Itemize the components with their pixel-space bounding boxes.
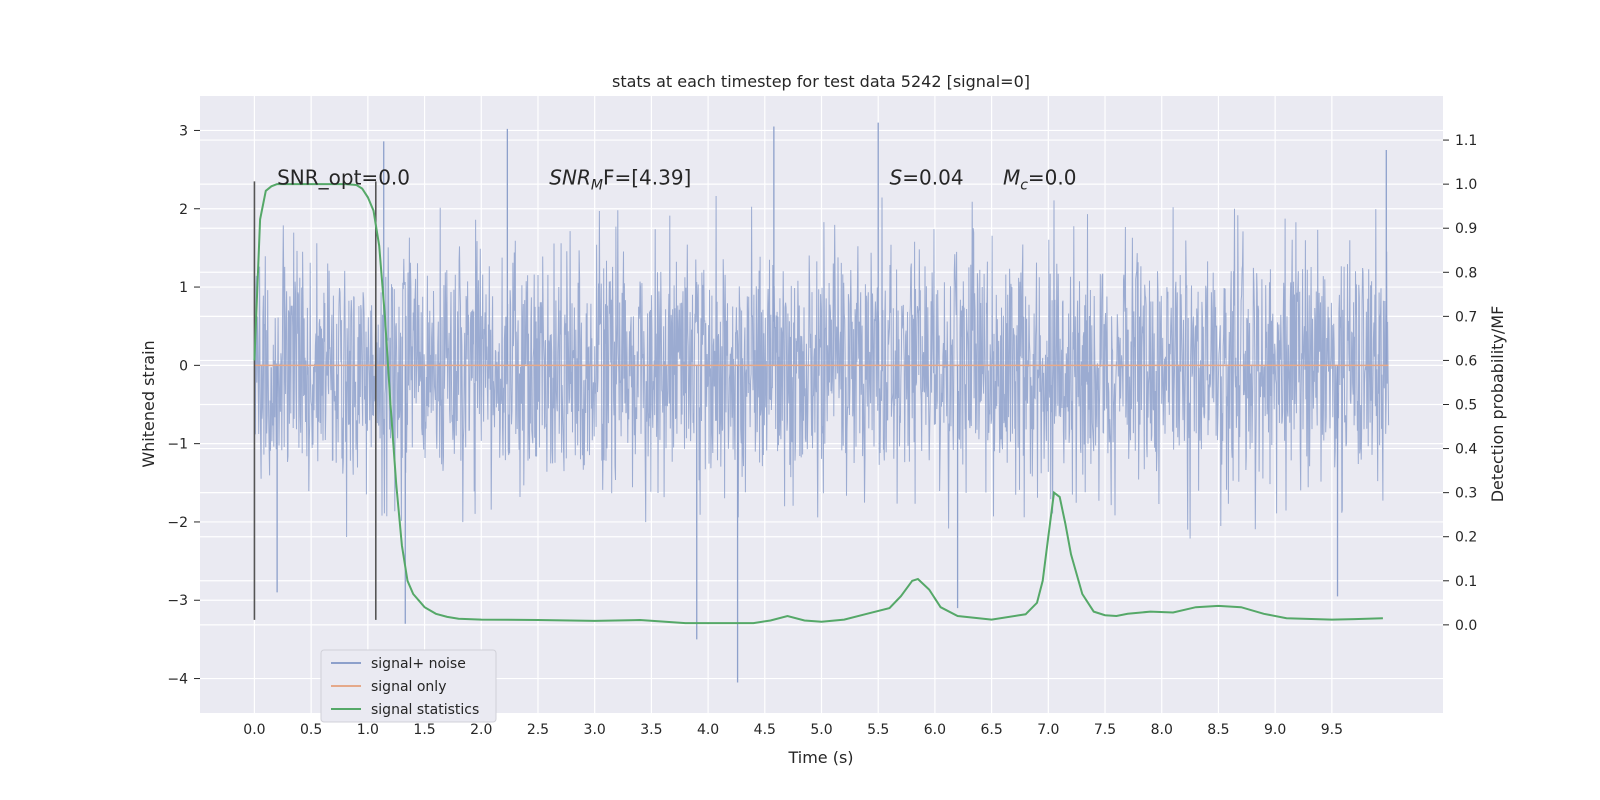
y-right-axis-label: Detection probability/MF bbox=[1488, 306, 1507, 503]
legend-box bbox=[320, 649, 497, 723]
series-signal-noise bbox=[253, 122, 1390, 683]
y-tick-label: −2 bbox=[167, 515, 188, 531]
signal-statistics-line bbox=[253, 183, 1383, 625]
x-tick-label: 0.0 bbox=[243, 722, 265, 738]
x-tick-label: 0.5 bbox=[300, 722, 322, 738]
y-right-tick-label: 0.9 bbox=[1455, 221, 1477, 237]
y-axis-label: Whitened strain bbox=[139, 340, 158, 467]
x-tick-label: 1.0 bbox=[357, 722, 379, 738]
y-tick-label: −1 bbox=[167, 437, 188, 453]
y-tick-label: 0 bbox=[179, 358, 188, 374]
y-right-tick-label: 0.8 bbox=[1455, 265, 1477, 281]
legend-label-signal-noise: signal+ noise bbox=[371, 656, 466, 672]
y-right-tick-label: 1.1 bbox=[1455, 133, 1477, 149]
y-right-tick-label: 0.5 bbox=[1455, 398, 1477, 414]
annotation: SNRMF=[4.39] bbox=[549, 165, 691, 193]
y-tick-label: −3 bbox=[167, 593, 188, 609]
x-tick-label: 9.0 bbox=[1264, 722, 1286, 738]
y-tick-label: 3 bbox=[179, 123, 188, 139]
y-tick-label: −4 bbox=[167, 672, 188, 688]
y-right-tick-label: 0.3 bbox=[1455, 486, 1477, 502]
series-signal-statistics bbox=[253, 183, 1383, 625]
x-tick-label: 8.0 bbox=[1151, 722, 1173, 738]
y-tick-label: 2 bbox=[179, 202, 188, 218]
signal-noise-line bbox=[253, 195, 1390, 539]
legend: signal+ noise signal only signal statist… bbox=[320, 649, 497, 723]
x-tick-label: 4.0 bbox=[697, 722, 719, 738]
vertical-markers bbox=[253, 181, 377, 620]
annotation: SNR_opt=0.0 bbox=[277, 165, 410, 189]
x-tick-label: 3.5 bbox=[640, 722, 662, 738]
y-right-tick-label: 0.2 bbox=[1455, 530, 1477, 546]
y-tick-label: 1 bbox=[179, 280, 188, 296]
x-tick-label: 9.5 bbox=[1321, 722, 1343, 738]
x-tick-label: 6.5 bbox=[980, 722, 1002, 738]
x-tick-label: 2.0 bbox=[470, 722, 492, 738]
y-right-tick-label: 1.0 bbox=[1455, 177, 1477, 193]
x-tick-label: 2.5 bbox=[527, 722, 549, 738]
legend-label-signal-statistics: signal statistics bbox=[371, 702, 479, 718]
x-tick-label: 8.5 bbox=[1207, 722, 1229, 738]
x-axis-label: Time (s) bbox=[787, 748, 853, 767]
annotation: S=0.04 bbox=[890, 165, 964, 189]
x-tick-label: 7.5 bbox=[1094, 722, 1116, 738]
y-right-tick-label: 0.0 bbox=[1455, 618, 1477, 634]
y-right-tick-label: 0.4 bbox=[1455, 442, 1477, 458]
legend-label-signal-only: signal only bbox=[371, 679, 446, 695]
y-tick-labels: −4 −3 −2 −1 0 1 2 3 bbox=[167, 123, 200, 688]
y-right-tick-label: 0.7 bbox=[1455, 309, 1477, 325]
x-tick-label: 5.5 bbox=[867, 722, 889, 738]
x-tick-label: 1.5 bbox=[413, 722, 435, 738]
x-tick-label: 3.0 bbox=[584, 722, 606, 738]
x-tick-label: 5.0 bbox=[810, 722, 832, 738]
annotations: SNR_opt=0.0 SNRMF=[4.39] S=0.04 Mc=0.0 bbox=[277, 165, 1076, 193]
y-right-tick-label: 0.1 bbox=[1455, 574, 1477, 590]
y-right-tick-label: 0.6 bbox=[1455, 353, 1477, 369]
x-tick-labels: 0.0 0.5 1.0 1.5 2.0 2.5 3.0 3.5 4.0 4.5 5.0 5.5 6.0 6… bbox=[243, 722, 1343, 738]
x-tick-label: 4.5 bbox=[754, 722, 776, 738]
chart-title: stats at each timestep for test data 524… bbox=[612, 72, 1030, 91]
annotation: Mc=0.0 bbox=[1003, 165, 1077, 193]
x-tick-label: 6.0 bbox=[924, 722, 946, 738]
y-right-tick-labels: 0.0 0.1 0.2 0.3 0.4 0.5 0.6 0.7 0.8 0.9 1.0 1.1 bbox=[1443, 133, 1477, 634]
x-tick-label: 7.0 bbox=[1037, 722, 1059, 738]
